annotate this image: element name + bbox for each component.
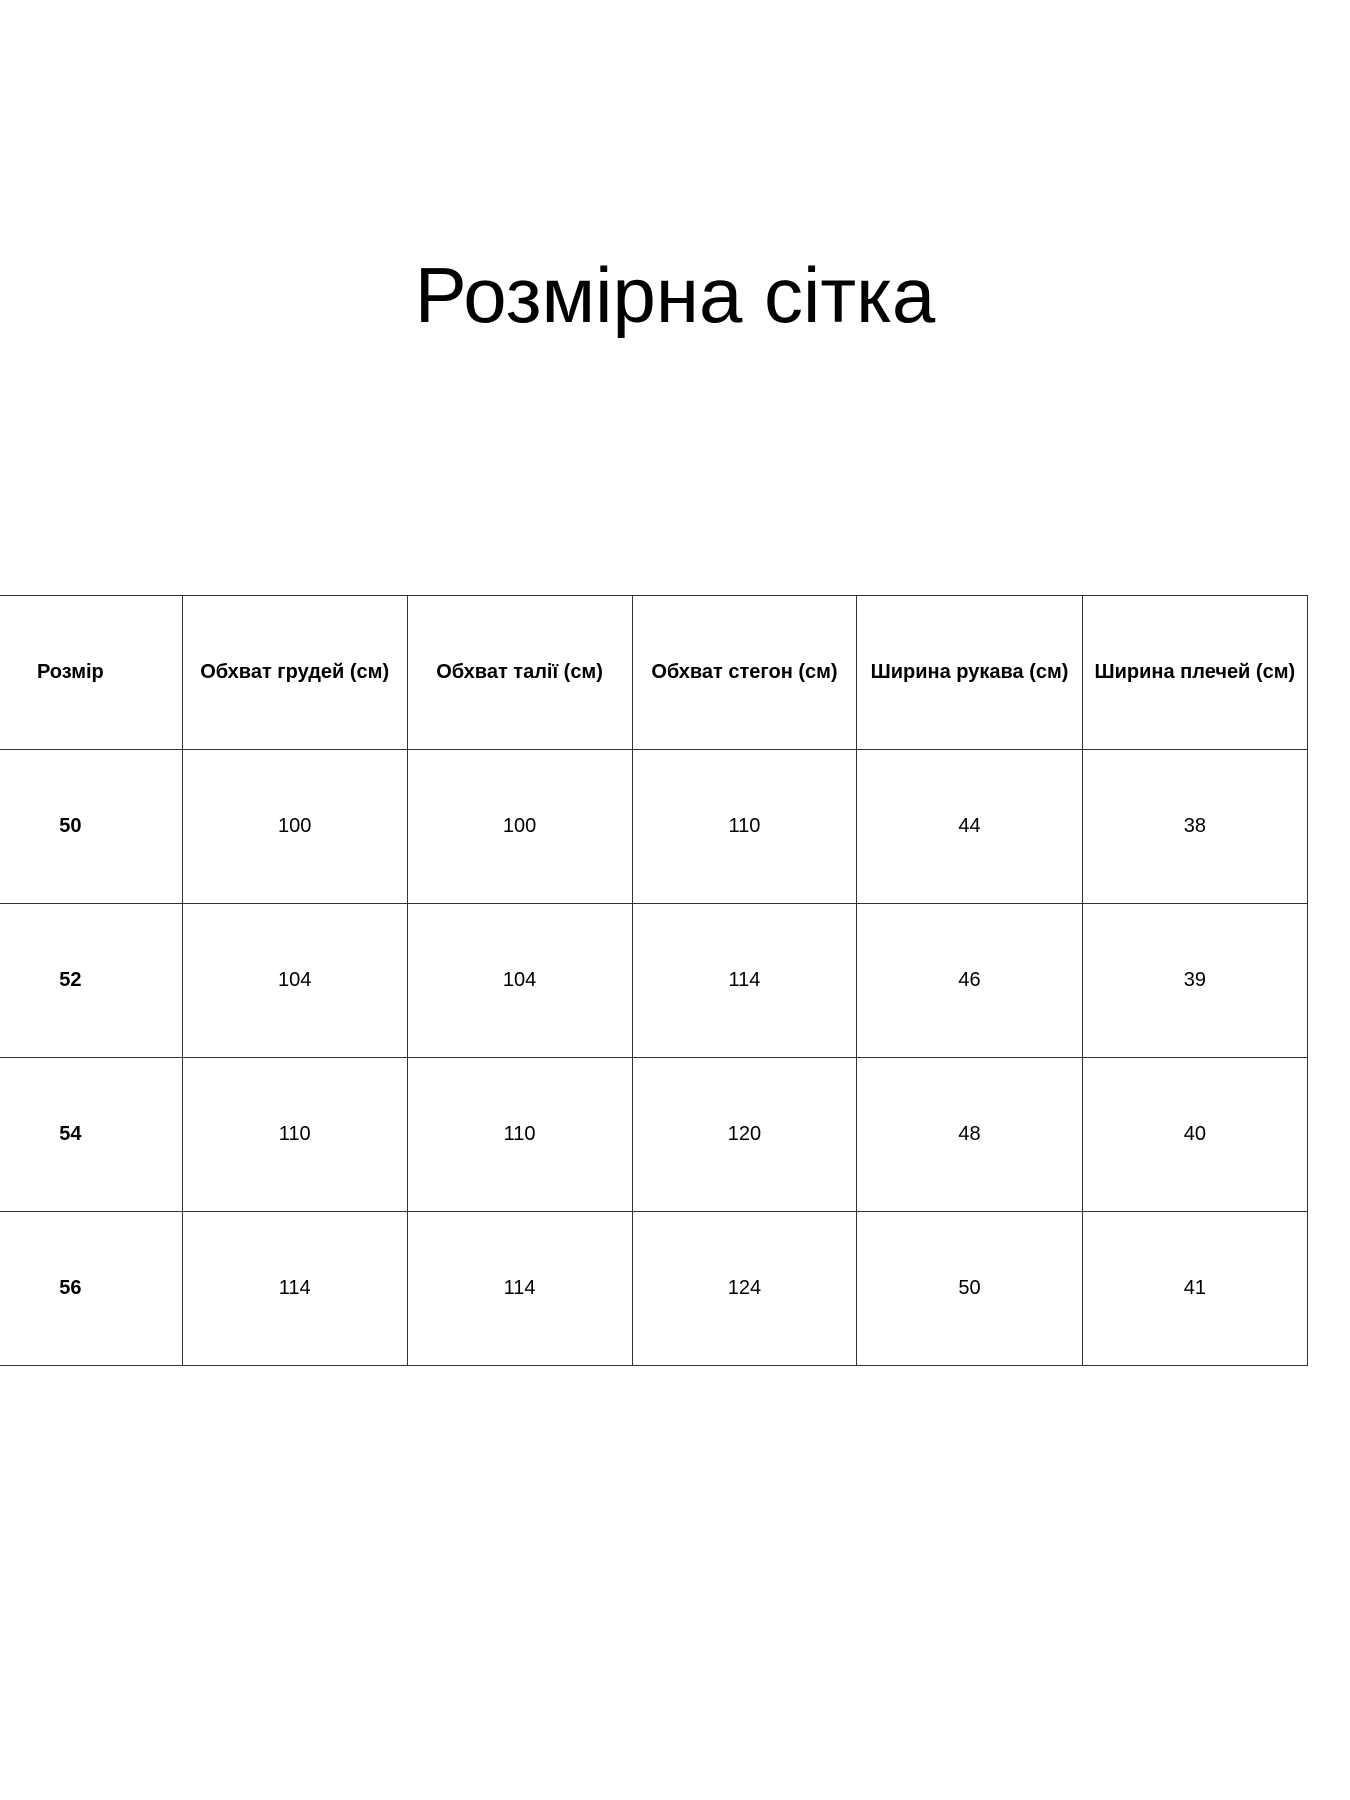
cell-chest: 104 xyxy=(181,903,408,1058)
cell-shoulders: 40 xyxy=(1081,1057,1309,1212)
cell-shoulders: 41 xyxy=(1081,1211,1309,1366)
table-row: 52 104 104 114 46 39 xyxy=(0,903,1309,1058)
cell-size: 50 xyxy=(0,749,183,904)
header-size: Розмір xyxy=(0,595,183,750)
cell-hips: 124 xyxy=(631,1211,858,1366)
header-waist: Обхват талії (см) xyxy=(406,595,633,750)
cell-sleeve: 46 xyxy=(856,903,1083,1058)
table-row: 54 110 110 120 48 40 xyxy=(0,1057,1309,1212)
header-shoulders: Ширина плечей (см) xyxy=(1081,595,1309,750)
cell-size: 52 xyxy=(0,903,183,1058)
cell-chest: 100 xyxy=(181,749,408,904)
cell-size: 56 xyxy=(0,1211,183,1366)
cell-waist: 110 xyxy=(406,1057,633,1212)
cell-sleeve: 48 xyxy=(856,1057,1083,1212)
cell-sleeve: 50 xyxy=(856,1211,1083,1366)
cell-size: 54 xyxy=(0,1057,183,1212)
cell-waist: 104 xyxy=(406,903,633,1058)
cell-hips: 120 xyxy=(631,1057,858,1212)
cell-shoulders: 38 xyxy=(1081,749,1309,904)
header-hips: Обхват стегон (см) xyxy=(631,595,858,750)
table-row: 50 100 100 110 44 38 xyxy=(0,749,1309,904)
table-row: 56 114 114 124 50 41 xyxy=(0,1211,1309,1366)
cell-shoulders: 39 xyxy=(1081,903,1309,1058)
cell-sleeve: 44 xyxy=(856,749,1083,904)
header-chest: Обхват грудей (см) xyxy=(181,595,408,750)
page-title: Розмірна сітка xyxy=(414,251,936,339)
cell-waist: 114 xyxy=(406,1211,633,1366)
header-sleeve: Ширина рукава (см) xyxy=(856,595,1083,750)
cell-chest: 114 xyxy=(181,1211,408,1366)
cell-chest: 110 xyxy=(181,1057,408,1212)
cell-hips: 110 xyxy=(631,749,858,904)
cell-hips: 114 xyxy=(631,903,858,1058)
header-row: Розмір Обхват грудей (см) Обхват талії (… xyxy=(0,595,1309,750)
size-chart-table: Розмір Обхват грудей (см) Обхват талії (… xyxy=(0,595,1309,1366)
cell-waist: 100 xyxy=(406,749,633,904)
